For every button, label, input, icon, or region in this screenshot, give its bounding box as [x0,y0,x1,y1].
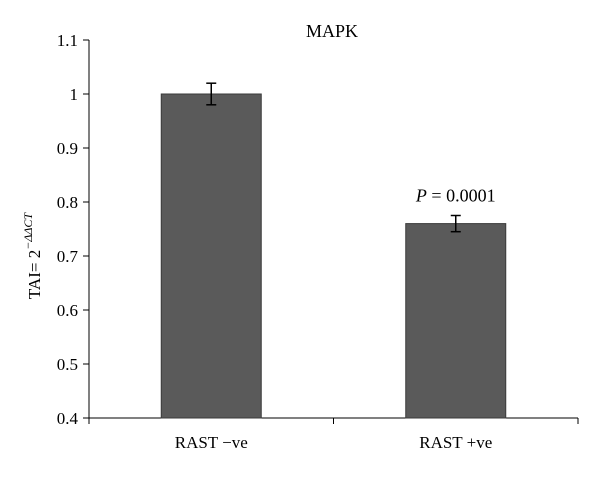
y-tick-label: 0.9 [57,139,78,158]
y-tick-label: 1 [70,85,79,104]
y-tick-label: 0.4 [57,409,79,428]
y-tick-label: 0.6 [57,301,78,320]
plot-area: 0.4 0.5 0.6 0.7 0.8 0.9 1 1.1 RAST −ve RAST +ve P … [57,31,579,452]
bar [160,93,262,419]
y-tick-label: 0.8 [57,193,78,212]
y-tick-label: 1.1 [57,31,78,50]
y-axis-label-superscript: −ΔΔCT [21,212,35,250]
x-tick-label: RAST −ve [175,433,248,452]
chart-title: MAPK [306,21,358,41]
y-tick-label: 0.5 [57,355,78,374]
p-value-symbol: P [415,186,427,206]
y-axis-label: TAI= 2−ΔΔCT [21,212,44,300]
p-value-text: = 0.0001 [427,186,496,206]
p-value-annotation: P = 0.0001 [415,186,496,206]
y-tick-label: 0.7 [57,247,79,266]
y-axis-label-prefix: TAI= 2 [25,250,44,299]
bar [405,223,507,419]
x-tick-label: RAST +ve [419,433,492,452]
